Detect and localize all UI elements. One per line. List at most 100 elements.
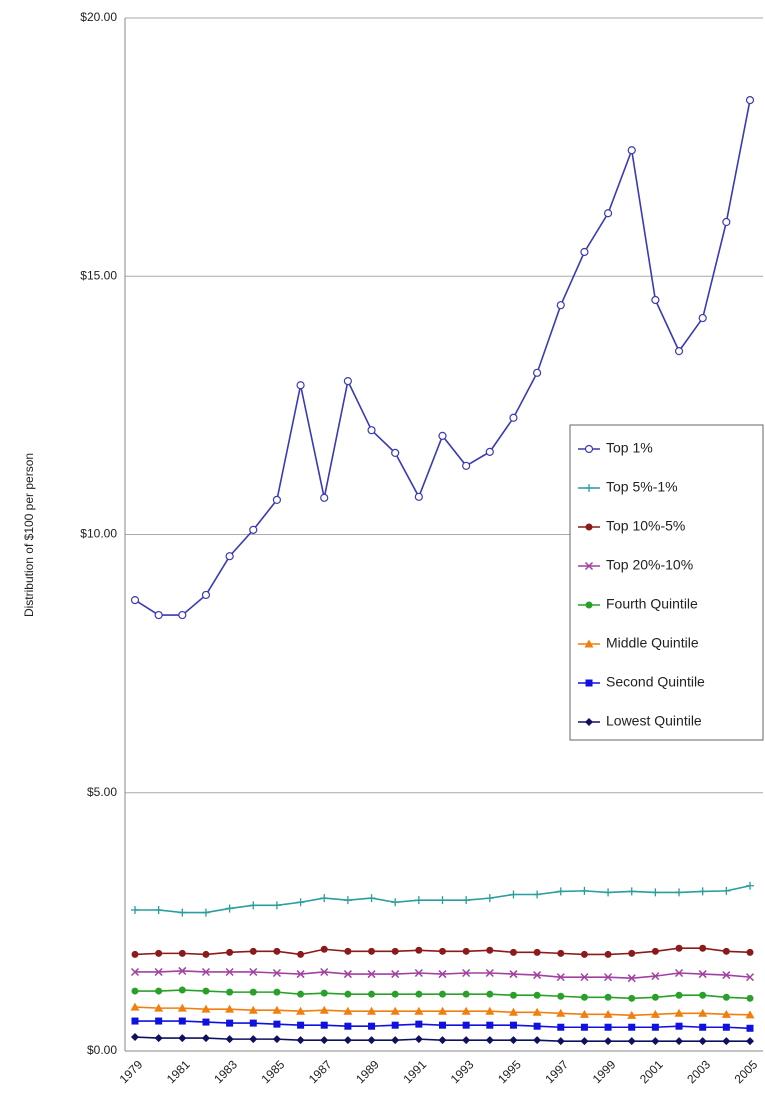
point	[556, 1008, 566, 1017]
point	[651, 972, 660, 981]
point	[556, 301, 565, 310]
point	[438, 1036, 447, 1045]
point	[604, 993, 612, 1001]
point	[462, 947, 470, 955]
x-tick-label: 1999	[590, 1057, 619, 1086]
point	[509, 991, 517, 999]
point	[344, 1022, 352, 1030]
point	[486, 990, 494, 998]
point	[580, 247, 589, 257]
point	[297, 1021, 305, 1029]
point	[580, 1023, 588, 1031]
point	[604, 888, 613, 897]
point	[202, 1018, 210, 1026]
legend-marker	[584, 639, 594, 648]
point	[226, 948, 234, 956]
point	[130, 1002, 140, 1011]
point	[249, 967, 258, 977]
legend-box	[569, 424, 764, 741]
legend-marker	[584, 561, 594, 571]
point	[627, 1010, 637, 1019]
point	[201, 590, 211, 600]
point	[722, 1023, 730, 1031]
point	[462, 461, 471, 470]
point	[438, 1006, 447, 1015]
point	[131, 987, 139, 995]
point	[391, 898, 400, 907]
point	[249, 901, 258, 910]
point	[533, 971, 542, 980]
point	[343, 376, 352, 386]
point	[509, 948, 517, 956]
legend-label: Middle Quintile	[606, 635, 699, 651]
point	[557, 1023, 565, 1031]
point	[343, 896, 352, 905]
point	[272, 968, 281, 978]
point	[225, 1035, 234, 1044]
point	[131, 1017, 139, 1025]
point	[651, 295, 660, 305]
point	[201, 908, 210, 917]
point	[533, 991, 541, 999]
legend-label: Top 5%-1%	[606, 479, 678, 495]
point	[391, 1021, 399, 1029]
y-tick-label: $15.00	[80, 268, 117, 282]
legend-label: Top 10%-5%	[606, 518, 685, 534]
x-tick-label: 2005	[732, 1057, 761, 1086]
point	[746, 1024, 754, 1032]
point	[674, 1008, 684, 1017]
point	[248, 1005, 258, 1014]
point	[391, 947, 399, 955]
point	[249, 1035, 258, 1044]
x-tick-label: 2001	[637, 1057, 666, 1086]
point	[272, 495, 282, 504]
point	[745, 973, 755, 982]
point	[367, 894, 376, 903]
point	[320, 945, 328, 953]
point	[296, 970, 305, 979]
point	[368, 990, 376, 998]
point	[178, 1017, 186, 1025]
point	[178, 1034, 187, 1043]
x-tick-label: 1979	[117, 1057, 146, 1086]
point	[579, 1009, 589, 1018]
point	[177, 1003, 187, 1012]
point	[415, 1020, 423, 1028]
x-tick-label: 1993	[448, 1057, 477, 1086]
point	[699, 991, 707, 999]
point	[699, 1023, 707, 1031]
point	[297, 950, 305, 958]
point	[154, 1003, 164, 1012]
point	[745, 96, 755, 105]
point	[390, 1006, 400, 1015]
point	[722, 217, 731, 227]
x-tick-label: 1991	[400, 1057, 429, 1086]
point	[557, 992, 565, 1000]
point	[414, 968, 423, 978]
point	[533, 1022, 541, 1030]
point	[320, 989, 328, 997]
point	[556, 1037, 565, 1046]
point	[721, 1009, 731, 1018]
legend-marker	[585, 523, 593, 531]
point	[154, 1034, 163, 1043]
point	[556, 973, 565, 982]
point	[675, 944, 683, 952]
point	[367, 426, 376, 435]
point	[675, 1022, 683, 1030]
x-tick-label: 1987	[306, 1057, 335, 1086]
x-tick-label: 1995	[495, 1057, 524, 1086]
point	[604, 950, 612, 958]
point	[604, 1037, 613, 1046]
point	[461, 1006, 471, 1015]
point	[675, 991, 683, 999]
point	[485, 1006, 495, 1015]
point	[651, 993, 659, 1001]
legend-marker	[584, 444, 594, 454]
point	[675, 1037, 684, 1046]
point	[155, 987, 163, 995]
point	[343, 1036, 352, 1045]
point	[485, 894, 494, 903]
point	[297, 990, 305, 998]
point	[603, 209, 613, 218]
